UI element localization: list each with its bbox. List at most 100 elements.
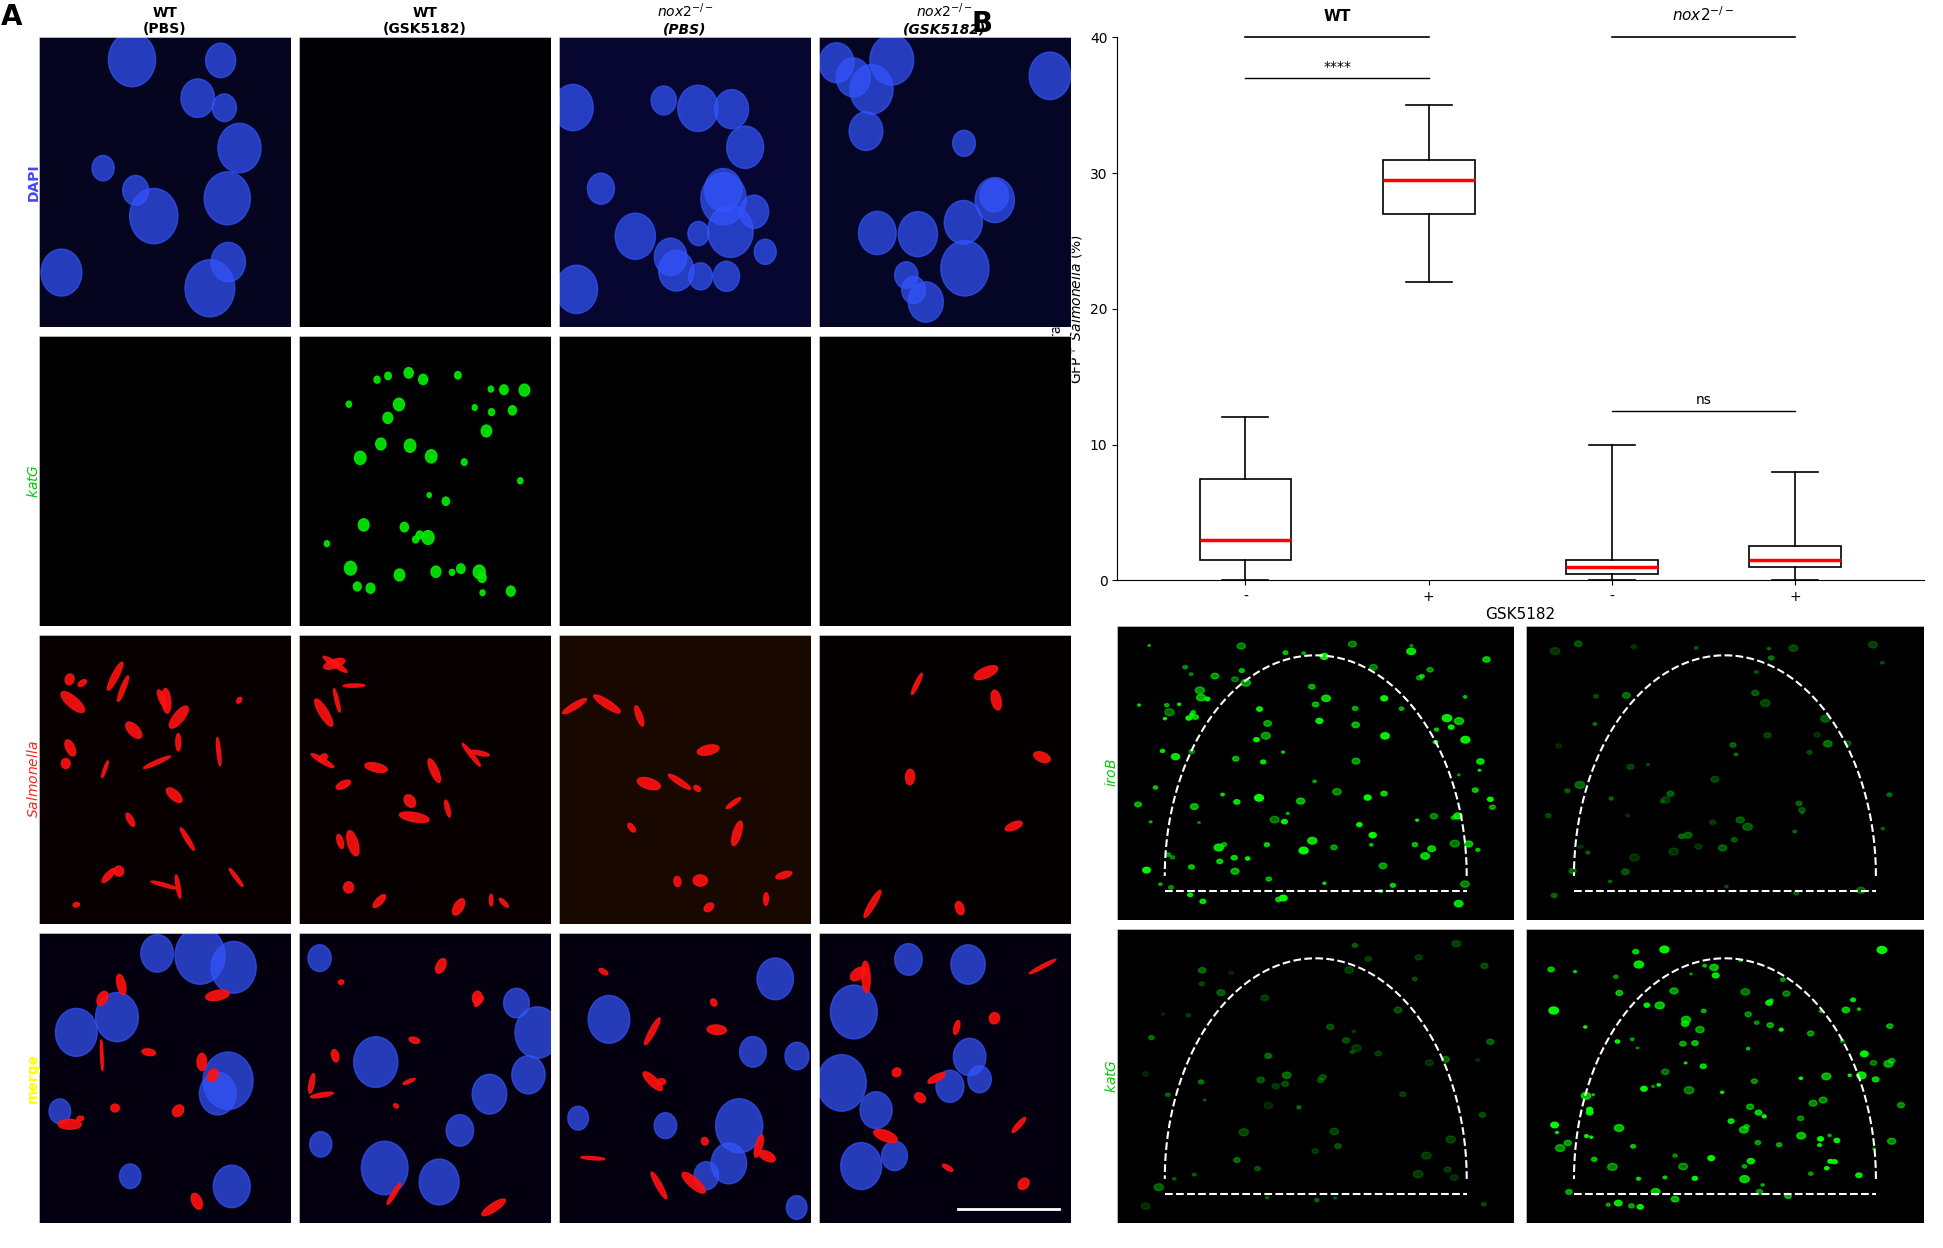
Circle shape	[1815, 733, 1821, 738]
Y-axis label: Fraction of
GFP$^+$ $\it{Salmonella}$ (%): Fraction of GFP$^+$ $\it{Salmonella}$ (%…	[1051, 233, 1086, 384]
Circle shape	[1399, 1092, 1407, 1097]
Circle shape	[1321, 695, 1331, 701]
Circle shape	[1692, 1041, 1698, 1046]
Circle shape	[1760, 700, 1770, 706]
Circle shape	[1696, 1027, 1704, 1033]
Circle shape	[1426, 1060, 1434, 1066]
Circle shape	[898, 212, 938, 257]
Ellipse shape	[929, 1073, 944, 1083]
Circle shape	[1747, 1158, 1755, 1164]
Circle shape	[589, 996, 630, 1043]
Ellipse shape	[701, 1137, 707, 1144]
Circle shape	[358, 519, 369, 532]
Circle shape	[443, 497, 449, 505]
Circle shape	[882, 1141, 907, 1171]
Ellipse shape	[346, 831, 359, 856]
Ellipse shape	[991, 690, 1001, 710]
Circle shape	[1702, 965, 1706, 967]
Circle shape	[1793, 830, 1797, 832]
Circle shape	[1819, 1137, 1823, 1141]
Circle shape	[1168, 886, 1174, 889]
Circle shape	[1356, 822, 1362, 826]
Circle shape	[1747, 1047, 1751, 1050]
Ellipse shape	[973, 665, 997, 680]
Circle shape	[449, 569, 455, 575]
Circle shape	[1261, 760, 1265, 764]
Circle shape	[1183, 665, 1187, 669]
Circle shape	[1861, 1052, 1867, 1055]
Circle shape	[1380, 890, 1383, 892]
Circle shape	[1807, 1031, 1815, 1036]
Circle shape	[1591, 1094, 1595, 1096]
Ellipse shape	[62, 759, 70, 769]
Ellipse shape	[694, 785, 701, 791]
Circle shape	[1137, 704, 1141, 706]
Circle shape	[1743, 1164, 1747, 1168]
Ellipse shape	[157, 690, 165, 708]
Circle shape	[1638, 1204, 1644, 1209]
Text: $\it{nox2}^{-/-}$: $\it{nox2}^{-/-}$	[1673, 5, 1735, 24]
Circle shape	[394, 398, 404, 411]
Ellipse shape	[315, 699, 332, 726]
Ellipse shape	[635, 706, 643, 726]
Circle shape	[1615, 1201, 1622, 1206]
Circle shape	[894, 262, 917, 288]
Circle shape	[1420, 675, 1424, 678]
Ellipse shape	[332, 1050, 338, 1062]
Circle shape	[1690, 973, 1692, 975]
Circle shape	[1370, 844, 1374, 846]
Circle shape	[694, 1162, 719, 1189]
Circle shape	[1801, 811, 1803, 814]
Circle shape	[1428, 846, 1436, 851]
Circle shape	[567, 1106, 589, 1131]
Circle shape	[1755, 1021, 1758, 1025]
Circle shape	[1345, 967, 1354, 973]
Circle shape	[678, 85, 719, 131]
Circle shape	[1465, 841, 1473, 847]
Circle shape	[91, 156, 115, 181]
Circle shape	[758, 958, 793, 1000]
Circle shape	[1755, 670, 1758, 673]
Circle shape	[1313, 780, 1315, 782]
Ellipse shape	[190, 1193, 202, 1209]
Circle shape	[1659, 946, 1669, 952]
Ellipse shape	[338, 980, 344, 985]
Circle shape	[715, 1098, 764, 1153]
Ellipse shape	[66, 674, 74, 685]
Circle shape	[1708, 1156, 1714, 1161]
Circle shape	[507, 587, 515, 597]
Circle shape	[1399, 708, 1403, 710]
Ellipse shape	[892, 1068, 902, 1077]
Title: $\it{nox2}^{-/-}$
(GSK5182): $\it{nox2}^{-/-}$ (GSK5182)	[903, 1, 987, 36]
Circle shape	[1669, 849, 1679, 855]
Circle shape	[515, 1007, 560, 1058]
Circle shape	[1556, 744, 1562, 748]
Circle shape	[1574, 641, 1582, 646]
Ellipse shape	[707, 1025, 727, 1035]
Circle shape	[517, 478, 523, 484]
Circle shape	[472, 404, 478, 411]
Circle shape	[1282, 651, 1288, 654]
Circle shape	[1319, 1075, 1327, 1080]
Circle shape	[418, 374, 427, 384]
Circle shape	[1873, 1077, 1879, 1082]
Ellipse shape	[60, 691, 84, 713]
Circle shape	[1685, 1087, 1694, 1093]
Circle shape	[56, 1008, 97, 1056]
Circle shape	[1842, 1007, 1850, 1012]
Circle shape	[841, 1143, 882, 1189]
Circle shape	[1352, 723, 1360, 728]
Circle shape	[1681, 1016, 1690, 1023]
Circle shape	[1030, 52, 1071, 100]
Ellipse shape	[208, 1070, 218, 1082]
Circle shape	[1370, 832, 1376, 837]
Circle shape	[1172, 754, 1179, 760]
Circle shape	[1743, 824, 1753, 830]
Circle shape	[849, 112, 882, 151]
Circle shape	[1189, 865, 1195, 869]
Circle shape	[1589, 1136, 1593, 1138]
Circle shape	[1199, 1080, 1205, 1083]
Circle shape	[1453, 812, 1461, 819]
Circle shape	[1729, 743, 1735, 748]
Y-axis label: $\it{katG}$: $\it{katG}$	[25, 464, 41, 498]
